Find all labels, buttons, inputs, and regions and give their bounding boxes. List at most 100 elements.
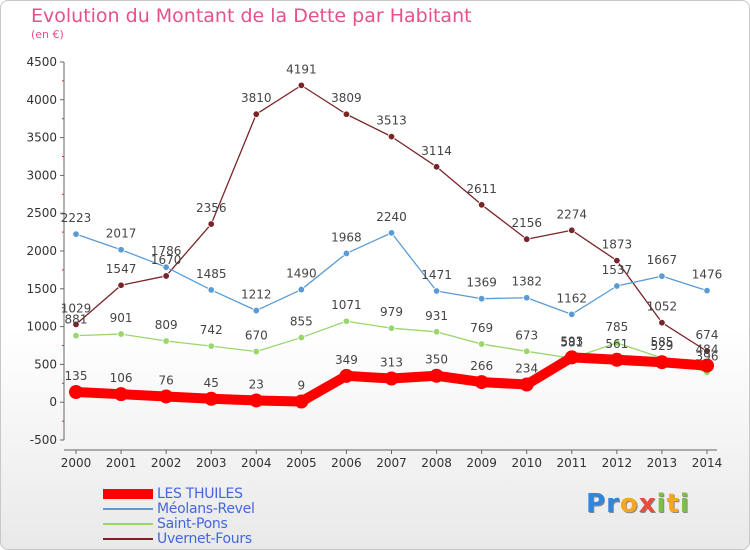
legend-swatch xyxy=(103,522,153,525)
data-label: 2240 xyxy=(376,210,407,224)
data-label: 3114 xyxy=(421,144,452,158)
logo-letter: o xyxy=(619,489,639,519)
y-tick-label: 1500 xyxy=(26,282,57,296)
y-tick-label: 2500 xyxy=(26,206,57,220)
chart-title: Evolution du Montant de la Dette par Hab… xyxy=(31,5,472,27)
logo-letter: x xyxy=(638,489,657,519)
data-label: 2156 xyxy=(511,216,542,230)
series-point xyxy=(297,285,306,294)
data-label: 1071 xyxy=(331,298,362,312)
data-label: 901 xyxy=(110,311,133,325)
chart-series xyxy=(69,81,714,409)
legend-item: LES THUILES xyxy=(103,485,255,502)
series-point xyxy=(249,393,264,408)
x-tick-label: 2002 xyxy=(151,456,182,470)
chart-data-labels: 1029 1547 1670 2356 3810 4191 3809 3513 3114 2611… xyxy=(61,62,723,392)
series-point xyxy=(658,272,666,280)
series-point xyxy=(477,340,486,348)
data-label: 2223 xyxy=(61,211,92,225)
data-label: 1029 xyxy=(61,301,92,315)
legend-item: Méolans-Revel xyxy=(103,501,255,517)
logo-letter: i xyxy=(679,489,690,519)
legend-item: Uvernet-Fours xyxy=(103,531,255,547)
logo-letter: P xyxy=(586,489,607,519)
x-tick-label: 2000 xyxy=(61,456,92,470)
series-point xyxy=(477,295,486,303)
y-tick-label: 2000 xyxy=(26,244,57,258)
data-label: 3810 xyxy=(241,91,272,105)
series-point xyxy=(477,201,486,209)
legend-swatch xyxy=(103,507,153,510)
x-tick-label: 2007 xyxy=(376,456,407,470)
x-tick-label: 2012 xyxy=(602,456,633,470)
series-point xyxy=(294,394,309,409)
data-label: 1786 xyxy=(151,244,182,258)
series-point xyxy=(72,320,80,329)
y-tick-label: -500 xyxy=(30,433,57,447)
series-point xyxy=(387,324,396,332)
data-label: 561 xyxy=(605,337,628,351)
series-point xyxy=(568,310,576,319)
y-tick-label: 1000 xyxy=(26,320,57,334)
x-tick-label: 2008 xyxy=(421,456,452,470)
series-point xyxy=(654,355,669,370)
data-label: 45 xyxy=(204,376,219,390)
legend-swatch xyxy=(103,488,153,499)
series-point xyxy=(613,339,621,347)
chart-legend: LES THUILES Méolans-Revel Saint-Pons Uverne… xyxy=(103,485,255,547)
series-point xyxy=(519,377,534,392)
series-point xyxy=(252,110,260,118)
y-tick-label: 4000 xyxy=(26,93,57,107)
series-point xyxy=(342,110,351,118)
data-label: 3513 xyxy=(376,114,407,128)
series-point xyxy=(658,318,666,327)
data-label: 881 xyxy=(65,313,88,327)
x-tick-label: 2011 xyxy=(557,456,588,470)
data-label: 593 xyxy=(560,334,583,348)
series-point xyxy=(429,368,444,383)
data-label: 1873 xyxy=(602,238,633,252)
x-tick-label: 2004 xyxy=(241,456,272,470)
y-tick-label: 0 xyxy=(49,395,57,409)
data-label: 9 xyxy=(298,379,306,393)
legend-label: LES THUILES xyxy=(157,485,243,502)
x-tick-label: 2013 xyxy=(647,456,678,470)
data-label: 1667 xyxy=(647,253,678,267)
legend-swatch xyxy=(103,537,153,540)
data-label: 2017 xyxy=(106,227,137,241)
series-point xyxy=(564,350,579,365)
data-label: 4191 xyxy=(286,62,317,76)
series-point xyxy=(207,220,215,228)
series-point xyxy=(523,347,531,356)
series-point xyxy=(387,229,396,237)
y-tick-label: 3000 xyxy=(26,168,57,182)
data-label: 673 xyxy=(515,328,538,342)
data-label: 1547 xyxy=(106,262,137,276)
series-point xyxy=(613,256,621,265)
series-point xyxy=(297,81,306,90)
data-label: 234 xyxy=(515,362,538,376)
data-label: 1537 xyxy=(602,263,633,277)
series-point xyxy=(72,331,80,340)
y-tick-label: 500 xyxy=(34,357,57,371)
series-point xyxy=(117,246,125,254)
data-label: 2611 xyxy=(466,182,497,196)
series-point xyxy=(117,330,125,338)
data-label: 1382 xyxy=(511,275,542,289)
data-label: 76 xyxy=(159,373,174,387)
data-label: 785 xyxy=(605,320,628,334)
series-point xyxy=(609,352,624,367)
data-label: 585 xyxy=(650,335,673,349)
series-point xyxy=(523,235,531,243)
data-label: 931 xyxy=(425,309,448,323)
series-point xyxy=(703,286,711,295)
data-label: 349 xyxy=(335,353,358,367)
x-tick-label: 2001 xyxy=(106,456,137,470)
y-tick-label: 4500 xyxy=(26,55,57,69)
series-point xyxy=(613,282,621,290)
y-tick-label: 3500 xyxy=(26,131,57,145)
data-label: 1485 xyxy=(196,267,227,281)
data-label: 674 xyxy=(696,328,719,342)
